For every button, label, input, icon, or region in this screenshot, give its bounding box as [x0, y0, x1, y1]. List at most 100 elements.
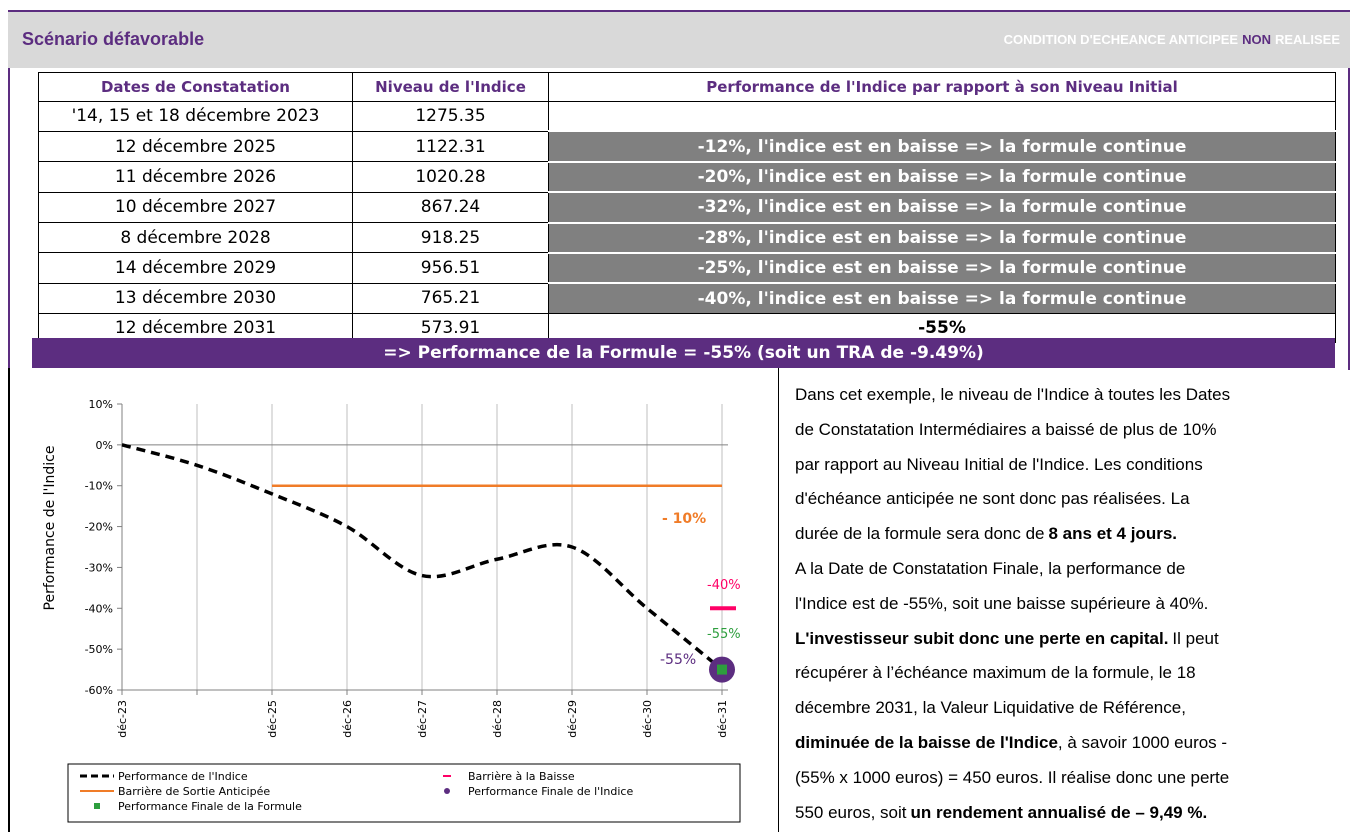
table-row: '14, 15 et 18 décembre 2023 1275.35 [38, 101, 1336, 132]
text-line: l'Indice est de -55%, soit une baisse su… [795, 587, 1355, 622]
legend-label: Barrière à la Baisse [468, 770, 575, 783]
text-run: 8 ans et 4 jours. [1048, 524, 1178, 544]
table-row: 13 décembre 2030 765.21 -40%, l'indice est… [38, 282, 1336, 314]
y-tick-label: -20% [85, 521, 113, 534]
frame-line [8, 368, 10, 832]
text-run: , à savoir 1000 euros - [1057, 732, 1228, 752]
text-run: d'échéance anticipée ne sont donc pas ré… [795, 489, 1190, 509]
table-cell: 1275.35 [352, 101, 549, 132]
y-tick-label: 10% [89, 398, 113, 411]
text-run: diminuée de la baisse de l'Indice [795, 732, 1058, 752]
legend-swatch [444, 788, 450, 794]
table-cell: 956.51 [352, 252, 549, 284]
table-cell: 14 décembre 2029 [38, 252, 353, 284]
legend-label: Barrière de Sortie Anticipée [118, 785, 270, 798]
explanation: Dans cet exemple, le niveau de l'Indice … [795, 378, 1355, 830]
x-tick-label: déc-28 [491, 700, 504, 738]
text-line: d'échéance anticipée ne sont donc pas ré… [795, 482, 1355, 517]
text-line: Dans cet exemple, le niveau de l'Indice … [795, 378, 1355, 413]
legend-swatch [94, 803, 100, 809]
final-formula-point [717, 664, 727, 675]
table-cell: -32%, l'indice est en baisse => la formu… [548, 191, 1336, 224]
table-cell: 1122.31 [352, 130, 549, 163]
table-row: 11 décembre 2026 1020.28 -20%, l'indice es… [38, 160, 1336, 193]
scenario-title: Scénario défavorable [22, 29, 205, 49]
table-cell: 8 décembre 2028 [38, 222, 353, 254]
annotation: -40% [707, 578, 741, 593]
text-run: durée de la formule sera donc de [795, 524, 1045, 544]
legend-label: Performance Finale de l'Indice [468, 785, 633, 798]
y-tick-label: 0% [96, 439, 113, 452]
text-run: 550 euros, soit [795, 802, 907, 822]
column-header: Niveau de l'Indice [352, 72, 549, 102]
table-cell: -12%, l'indice est en baisse => la formu… [548, 130, 1336, 163]
text-line: diminuée de la baisse de l'Indice, à sav… [795, 726, 1355, 761]
text-run: l'Indice est de -55%, soit une baisse su… [795, 593, 1209, 613]
text-run: par rapport au Niveau Initial de l'Indic… [795, 454, 1203, 474]
text-run: (55% x 1000 euros) = 450 euros. Il réali… [795, 767, 1230, 787]
text-run: récupérer à l’échéance maximum de la for… [795, 663, 1196, 683]
legend-label: Performance Finale de la Formule [118, 800, 302, 813]
formula-result: => Performance de la Formule = -55% (soi… [32, 338, 1335, 368]
table-row: 10 décembre 2027 867.24 -32%, l'indice est… [38, 191, 1336, 224]
header: Scénario défavorable CONDITION D'ECHEANC… [8, 10, 1350, 68]
text-line: de Constatation Intermédiaires a baissé … [795, 413, 1355, 448]
status-highlight: NON [1242, 32, 1271, 47]
text-line: durée de la formule sera donc de 8 ans et… [795, 517, 1355, 552]
table-body: '14, 15 et 18 décembre 2023 1275.35 12 déc… [38, 101, 1336, 344]
y-tick-label: -30% [85, 561, 113, 574]
column-header: Dates de Constatation [38, 72, 353, 102]
annotation: -55% [660, 652, 696, 668]
frame-line [1348, 68, 1350, 370]
table-cell: 1020.28 [352, 161, 549, 193]
status: CONDITION D'ECHEANCE ANTICIPEE NON REALISE… [1000, 32, 1340, 47]
text-run: L'investisseur subit donc une perte en c… [795, 628, 1169, 648]
annotation: - 10% [662, 511, 706, 527]
table-cell: -28%, l'indice est en baisse => la formu… [548, 221, 1336, 254]
text-run: A la Date de Constatation Finale, la per… [795, 558, 1186, 578]
y-axis-title: Performance de l'Indice [42, 446, 58, 611]
x-tick-label: déc-26 [341, 700, 354, 738]
text-run: un rendement annualisé de – 9,49 %. [910, 802, 1208, 822]
table-cell: 11 décembre 2026 [38, 161, 353, 193]
y-tick-label: -40% [85, 602, 113, 615]
table-cell: -20%, l'indice est en baisse => la formu… [548, 160, 1336, 193]
table-row: 8 décembre 2028 918.25 -28%, l'indice est … [38, 221, 1336, 254]
legend-label: Performance de l'Indice [118, 770, 248, 783]
text-run: décembre 2031, la Valeur Liquidative de … [795, 698, 1186, 718]
table-row: 12 décembre 2025 1122.31 -12%, l'indice es… [38, 130, 1336, 163]
x-tick-label: déc-29 [566, 700, 579, 738]
table: Dates de Constatation Niveau de l'Indice P… [38, 72, 1336, 344]
x-tick-label: déc-30 [641, 700, 654, 738]
text-line: A la Date de Constatation Finale, la per… [795, 552, 1355, 587]
divider [778, 368, 779, 832]
table-cell: -25%, l'indice est en baisse => la formu… [548, 251, 1336, 284]
x-tick-label: déc-23 [116, 700, 129, 738]
text-line: par rapport au Niveau Initial de l'Indic… [795, 448, 1355, 483]
table-row: 14 décembre 2029 956.51 -25%, l'indice est… [38, 251, 1336, 284]
table-cell: 918.25 [352, 222, 549, 254]
text-line: 550 euros, soit un rendement annualisé de… [795, 796, 1355, 831]
text-run: Dans cet exemple, le niveau de l'Indice … [795, 385, 1231, 404]
table-cell: -40%, l'indice est en baisse => la formu… [548, 282, 1336, 314]
text-run: de Constatation Intermédiaires a baissé … [795, 419, 1217, 439]
text-line: décembre 2031, la Valeur Liquidative de … [795, 691, 1355, 726]
frame-line [8, 68, 10, 370]
table-cell: 867.24 [352, 191, 549, 224]
index-line [121, 443, 724, 671]
x-tick-label: déc-27 [416, 700, 429, 738]
y-tick-label: -50% [85, 643, 113, 656]
column-header: Performance de l'Indice par rapport à so… [548, 72, 1336, 102]
annotation: -55% [707, 627, 741, 642]
text-line: L'investisseur subit donc une perte en c… [795, 622, 1355, 657]
legend-box [67, 763, 741, 823]
table-cell: 765.21 [352, 282, 549, 314]
table-cell: 12 décembre 2025 [38, 130, 353, 163]
y-tick-label: -10% [85, 480, 113, 493]
text-line: récupérer à l’échéance maximum de la for… [795, 656, 1355, 691]
chart: Performance de l'Indice -60% -50% -40% -30%… [42, 398, 741, 823]
status-text: CONDITION D'ECHEANCE ANTICIPEE [1003, 32, 1239, 47]
table-cell: 10 décembre 2027 [38, 191, 353, 224]
y-tick-label: -60% [85, 684, 113, 697]
